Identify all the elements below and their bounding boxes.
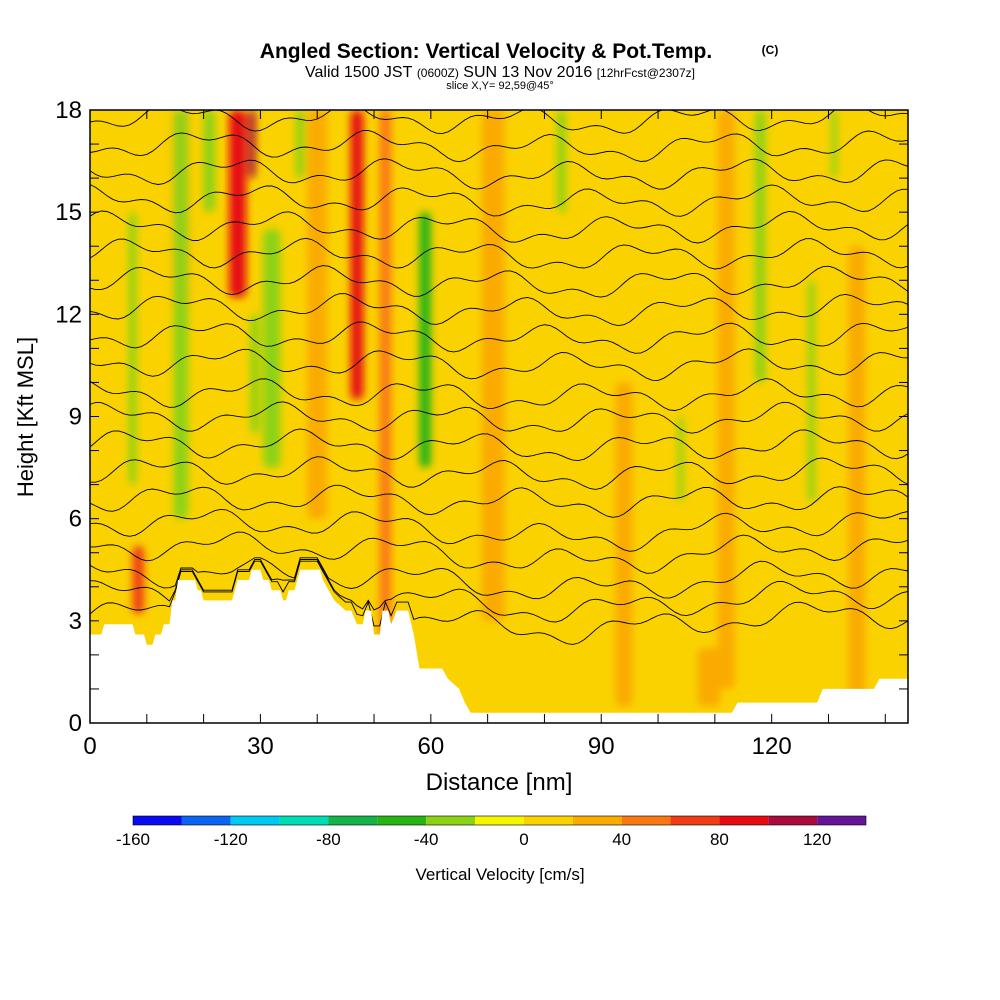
y-tick-label: 9: [69, 404, 82, 431]
updraft-band: [481, 110, 505, 621]
colorbar-swatch: [181, 816, 231, 825]
colorbar-swatch: [328, 816, 378, 825]
isentrope-line: [90, 158, 908, 190]
colorbar-tick-label: -120: [214, 830, 248, 849]
isentrope-line: [90, 210, 908, 244]
colorbar-tick-label: 40: [612, 830, 631, 849]
downdraft-band: [250, 314, 259, 434]
x-tick-label: 90: [588, 733, 615, 760]
isentrope-line: [90, 378, 908, 411]
slice-label: slice X,Y= 92,59@45°: [446, 80, 554, 92]
isentrope-line: [90, 456, 908, 490]
y-tick-label: 15: [55, 199, 82, 226]
velocity-bands: [128, 110, 866, 723]
isentrope-line: [90, 129, 908, 163]
y-tick-label: 18: [55, 97, 82, 124]
axis-ticks: [89, 109, 908, 724]
colorbar-label: Vertical Velocity [cm/s]: [415, 865, 584, 884]
terrain-mask: [90, 569, 908, 723]
colorbar-swatch: [475, 816, 524, 825]
colorbar-swatch: [279, 816, 329, 825]
downdraft-band: [677, 416, 684, 502]
colorbar-tick-label: -80: [316, 830, 341, 849]
downdraft-band: [831, 110, 837, 179]
colorbar: [132, 815, 867, 826]
downdraft-band: [263, 229, 281, 468]
downdraft-band: [419, 212, 431, 468]
downdraft-band: [203, 110, 215, 213]
isentrope-line: [90, 559, 908, 623]
isentrope-line: [90, 110, 908, 135]
y-tick-label: 12: [55, 301, 82, 328]
x-axis-label: Distance [nm]: [426, 769, 573, 796]
isentrope-line: [90, 348, 908, 381]
updraft-band: [717, 110, 735, 689]
colorbar-tick-label: 120: [803, 830, 831, 849]
colorbar-swatch: [133, 816, 182, 825]
colorbar-swatch: [719, 816, 769, 825]
isentrope-line: [90, 184, 908, 217]
isentrope-line: [90, 560, 908, 645]
subtitle-utc: (0600Z): [417, 66, 459, 80]
colorbar-swatch: [377, 816, 427, 825]
colorbar-swatch: [817, 816, 866, 825]
updraft-band: [379, 110, 392, 689]
downdraft-band: [128, 212, 137, 485]
colorbar-frame: [132, 815, 867, 826]
isentrope-line: [90, 557, 908, 600]
updraft-band: [229, 110, 247, 298]
isentrope-line: [90, 265, 908, 298]
isentrope-line: [90, 508, 908, 552]
subtitle-fcst: [12hrFcst@2307z]: [597, 66, 695, 80]
isentrope-line: [90, 401, 908, 434]
isentrope-line: [90, 531, 908, 574]
colorbar-swatch: [230, 816, 280, 825]
updraft-band: [350, 110, 364, 400]
updraft-band: [697, 648, 721, 706]
downdraft-band: [755, 110, 766, 383]
colorbar-swatch: [670, 816, 720, 825]
downdraft-band: [808, 280, 815, 502]
x-tick-label: 30: [247, 733, 274, 760]
y-tick-label: 6: [69, 506, 82, 533]
updraft-band: [132, 545, 144, 615]
colorbar-swatch: [768, 816, 818, 825]
updraft-band: [307, 110, 328, 519]
isentrope-line: [90, 428, 908, 462]
subtitle-date: SUN 13 Nov 2016: [463, 64, 592, 81]
isentrope-line: [90, 321, 908, 354]
subtitle-valid: Valid 1500 JST: [305, 64, 413, 81]
colorbar-tick-label: 0: [519, 830, 528, 849]
chart-title: Angled Section: Vertical Velocity & Pot.…: [260, 40, 712, 63]
colorbar-tick-label: -160: [116, 830, 150, 849]
x-tick-label: 60: [417, 733, 444, 760]
x-tick-label: 120: [752, 733, 792, 760]
y-tick-labels: 0 3 6 9 12 15 18: [55, 97, 82, 737]
downdraft-band: [295, 110, 305, 179]
chart-subtitle: Valid 1500 JST (0600Z) SUN 13 Nov 2016 […: [305, 64, 695, 81]
chart-title-unit: (C): [762, 43, 779, 57]
isentrope-line: [90, 484, 908, 518]
x-tick-labels: 0 30 60 90 120: [83, 733, 791, 760]
y-tick-label: 3: [69, 608, 82, 635]
isentrope-line: [90, 293, 908, 327]
y-axis-label: Height [Kft MSL]: [13, 337, 38, 497]
isentrope-lines: [90, 110, 908, 645]
colorbar-swatch: [426, 816, 476, 825]
downdraft-band: [557, 110, 566, 213]
isentrope-line: [90, 237, 908, 270]
colorbar-swatch: [621, 816, 671, 825]
colorbar-tick-label: 80: [710, 830, 729, 849]
colorbar-tick-labels: -160 -120 -80 -40 0 40 80 120: [116, 830, 831, 849]
updraft-band: [848, 246, 866, 723]
x-tick-label: 0: [83, 733, 96, 760]
colorbar-tick-label: -40: [414, 830, 439, 849]
updraft-band: [615, 382, 633, 706]
plot-area: [90, 110, 908, 723]
y-tick-label: 0: [69, 710, 82, 737]
colorbar-swatch: [523, 816, 573, 825]
colorbar-swatch: [572, 816, 622, 825]
